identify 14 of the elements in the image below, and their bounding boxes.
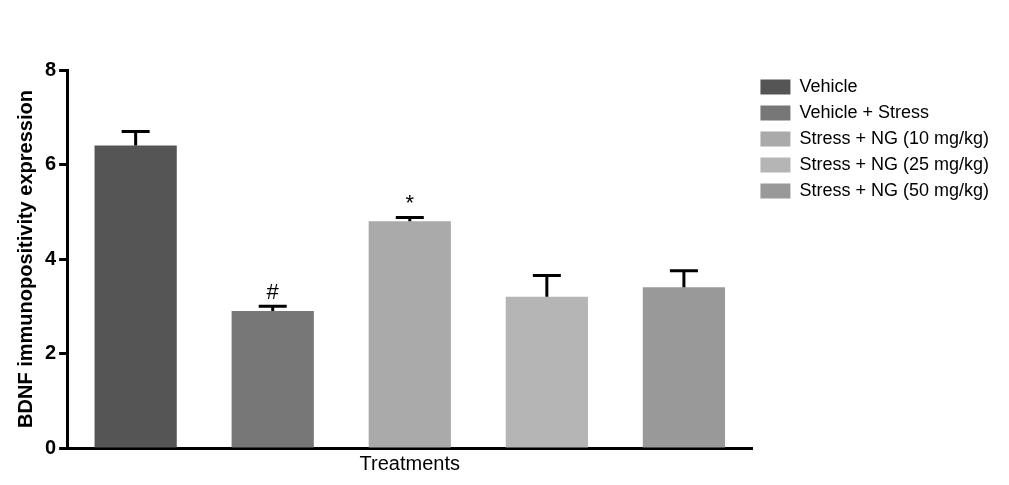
x-axis-title: Treatments (359, 451, 460, 474)
legend-label: Stress + NG (10 mg/kg) (799, 127, 990, 148)
legend-label: Vehicle (799, 75, 858, 96)
legend-label: Stress + NG (50 mg/kg) (799, 179, 990, 200)
y-tick-label: 2 (45, 341, 57, 364)
y-tick-label: 4 (45, 246, 57, 269)
y-tick-label: 8 (45, 57, 57, 80)
legend-label: Vehicle + Stress (799, 101, 930, 122)
annotation: * (405, 190, 415, 216)
legend-label: Stress + NG (25 mg/kg) (799, 153, 990, 174)
annotation: # (266, 279, 280, 305)
y-axis-title: BDNF immunopositivity expression (13, 90, 36, 428)
y-tick-label: 6 (45, 152, 57, 175)
y-tick-label: 0 (45, 435, 57, 458)
